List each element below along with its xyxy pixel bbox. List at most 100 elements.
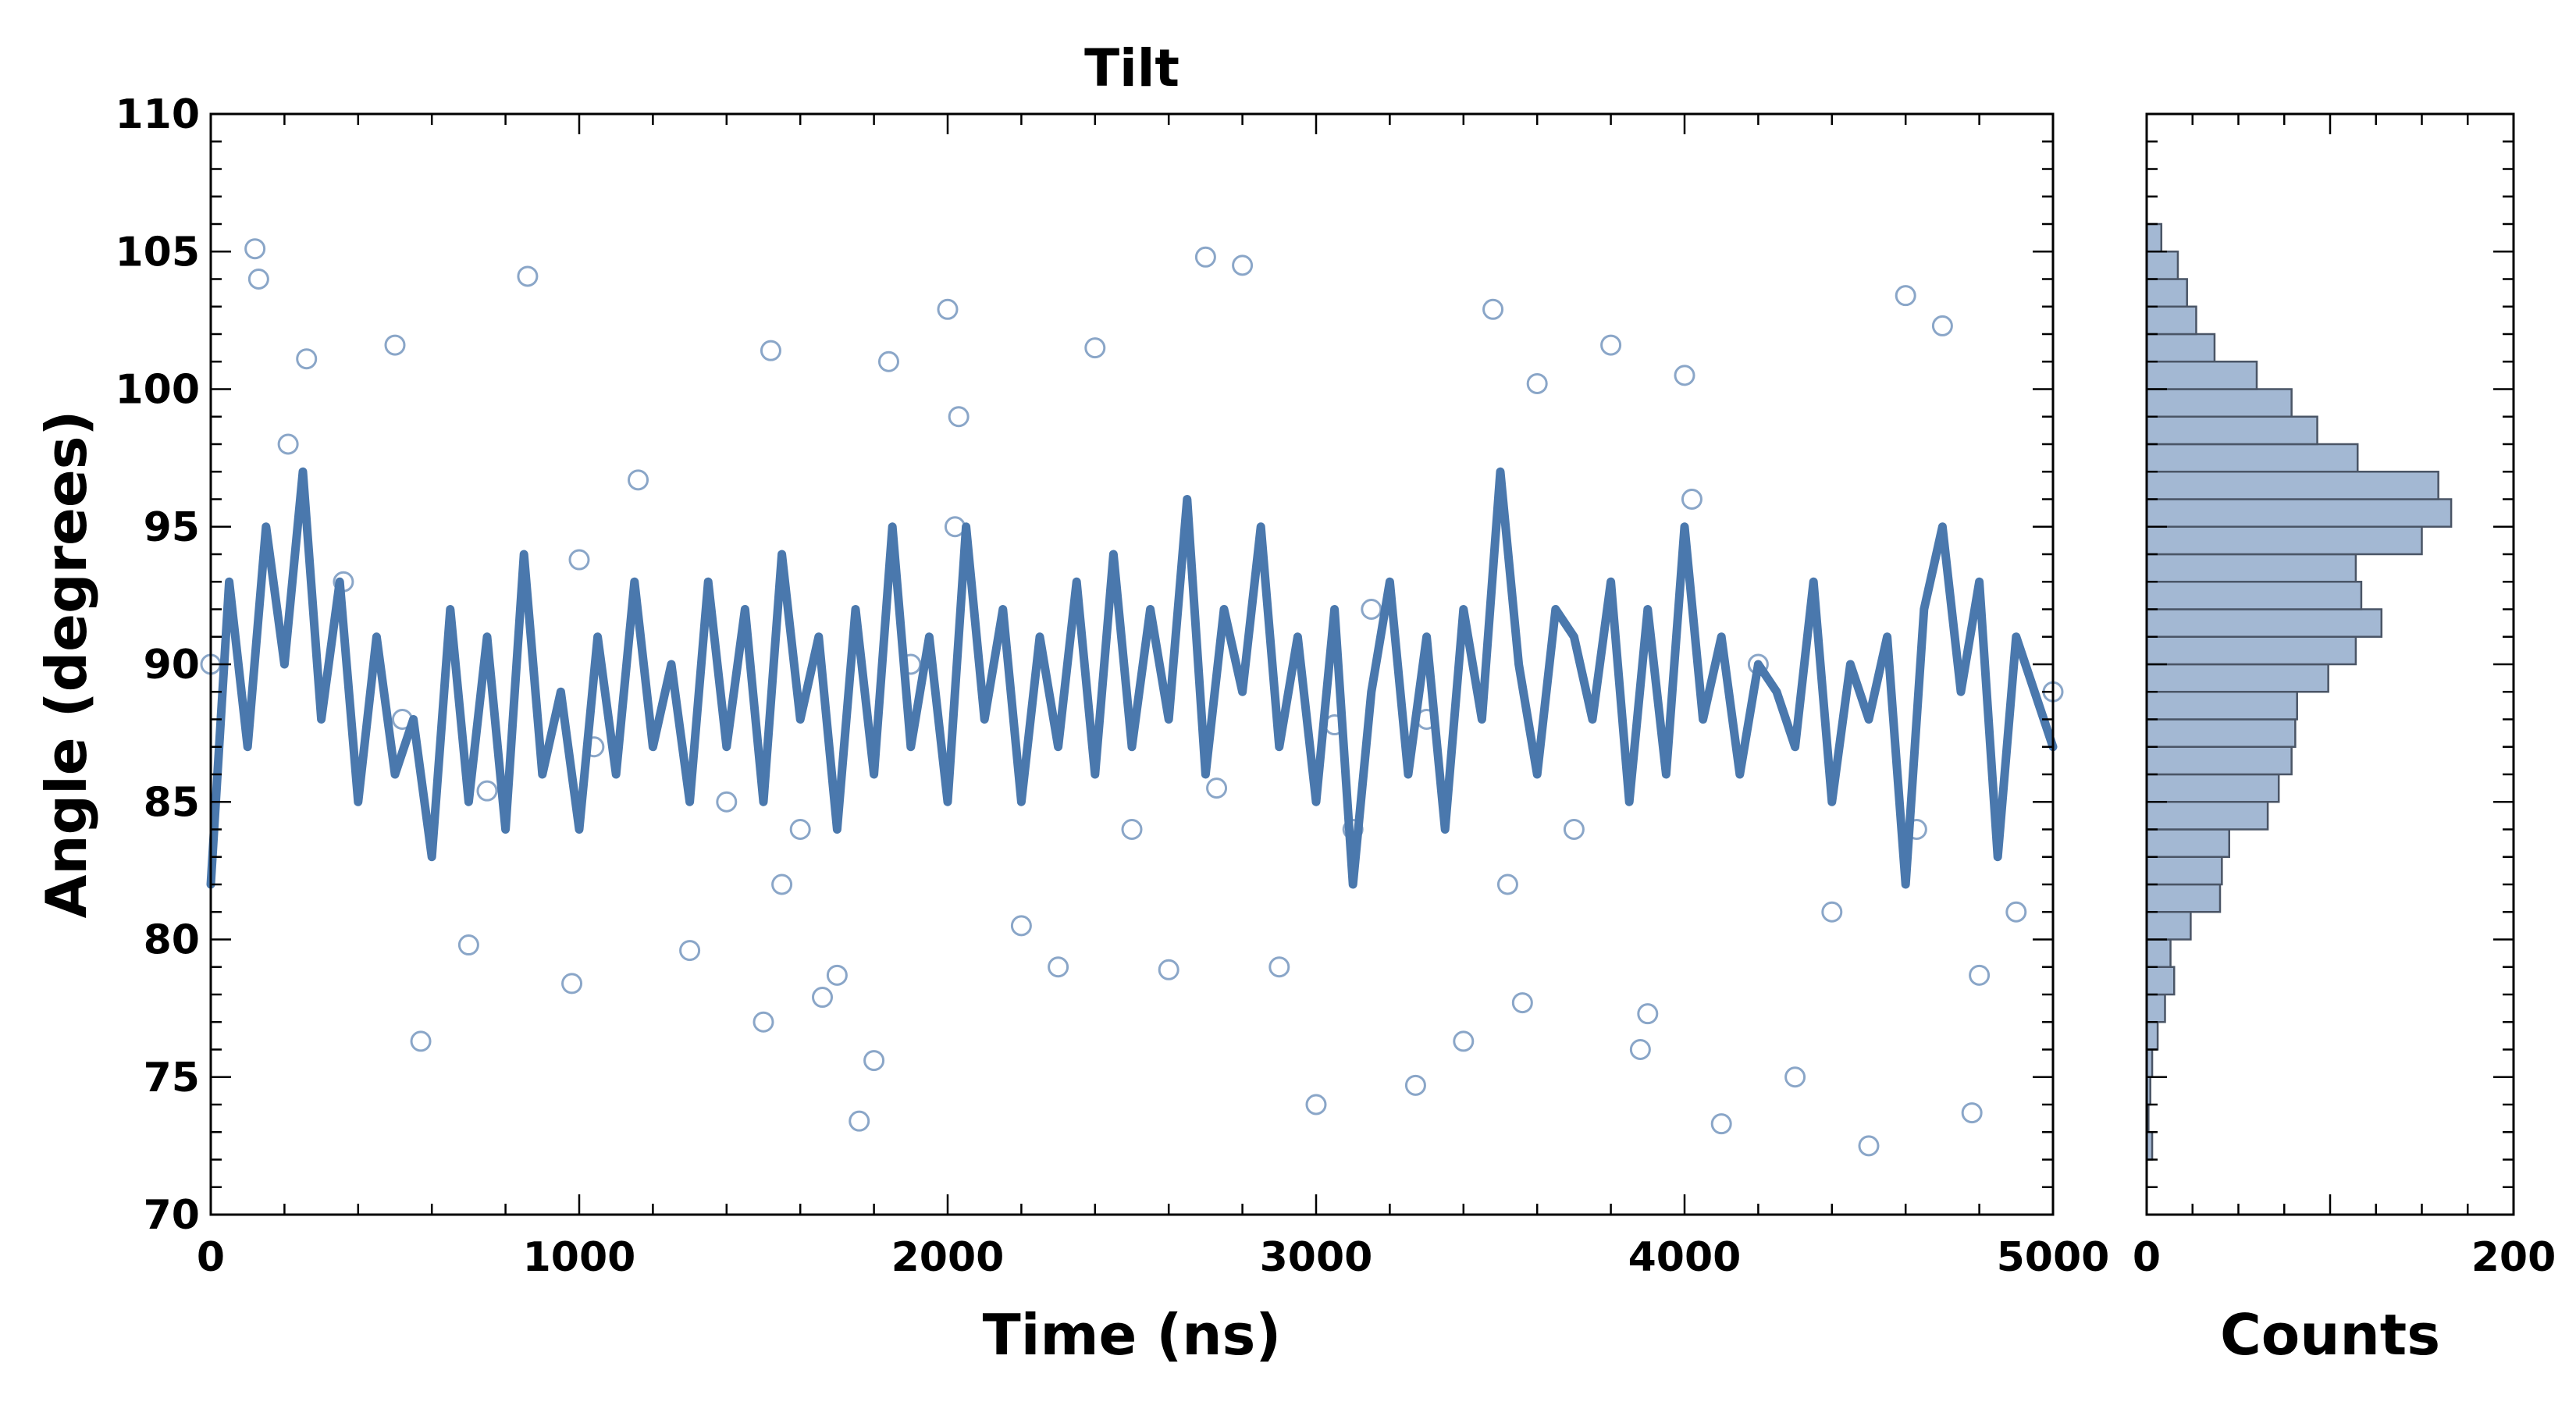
y-axis-label: Angle (degrees) <box>34 411 99 919</box>
x-tick-label: 4000 <box>1628 1234 1742 1281</box>
scatter-point <box>1496 874 1518 895</box>
histogram-x-tick-label: 0 <box>2133 1234 2161 1281</box>
scatter-point <box>716 791 738 813</box>
histogram-bar <box>2145 251 2179 280</box>
scatter-point <box>1931 315 1953 336</box>
scatter-point <box>753 1011 774 1033</box>
scatter-point <box>476 780 498 802</box>
scatter-point <box>1681 489 1703 510</box>
histogram-axis-ticks <box>2145 112 2515 1216</box>
scatter-point <box>1563 819 1585 840</box>
histogram-x-axis-label: Counts <box>2220 1302 2440 1368</box>
scatter-point <box>789 819 811 840</box>
x-tick-label: 1000 <box>523 1234 636 1281</box>
scatter-point <box>1629 1039 1651 1060</box>
histogram-bar <box>2145 856 2223 886</box>
histogram-bar <box>2145 773 2280 803</box>
scatter-point <box>1821 901 1843 923</box>
scatter-point <box>1194 246 1216 268</box>
scatter-point <box>1895 285 1916 307</box>
scatter-point <box>1268 956 1290 978</box>
scatter-point <box>849 1110 870 1132</box>
scatter-point <box>948 406 970 428</box>
scatter-point <box>410 1030 432 1052</box>
scatter-point <box>1637 1003 1659 1025</box>
scatter-point <box>1121 819 1143 840</box>
y-tick-label: 70 <box>144 1192 200 1239</box>
main-x-tick-labels: 0 1000 2000 3000 4000 5000 <box>197 1234 2109 1281</box>
histogram-bar <box>2145 828 2230 858</box>
histogram-bar <box>2145 883 2222 913</box>
histogram-bar <box>2145 938 2172 968</box>
scatter-point <box>1453 1030 1475 1052</box>
line-series <box>206 467 2058 889</box>
scatter-point <box>1232 254 1254 276</box>
scatter-point <box>1048 956 1069 978</box>
histogram-bar <box>2145 471 2439 500</box>
scatter-point <box>771 874 793 895</box>
scatter-layer <box>200 238 2064 1157</box>
histogram-bar <box>2145 801 2269 831</box>
x-tick-label: 5000 <box>1997 1234 2110 1281</box>
y-tick-label: 95 <box>144 504 200 551</box>
scatter-point <box>277 433 299 455</box>
histogram-bar <box>2145 361 2258 390</box>
scatter-point <box>561 973 583 994</box>
scatter-point <box>628 469 649 491</box>
histogram-bar <box>2145 553 2357 583</box>
scatter-point <box>1600 334 1622 356</box>
x-tick-label: 0 <box>197 1234 225 1281</box>
scatter-point <box>826 964 848 986</box>
scatter-point <box>1674 365 1695 386</box>
scatter-point <box>1404 1074 1426 1096</box>
histogram-x-tick-labels: 0 200 <box>2133 1234 2556 1281</box>
scatter-point <box>1482 298 1504 320</box>
x-axis-label: Time (ns) <box>983 1302 1282 1368</box>
scatter-point <box>1858 1135 1880 1157</box>
scatter-point <box>457 934 479 956</box>
histogram-bar <box>2145 222 2163 253</box>
histogram-bar <box>2145 718 2297 748</box>
scatter-point <box>1305 1094 1327 1115</box>
scatter-point <box>244 238 266 260</box>
histogram-bar <box>2145 525 2423 556</box>
y-tick-label: 80 <box>144 917 200 964</box>
scatter-point <box>1084 337 1106 359</box>
scatter-point <box>568 549 590 571</box>
scatter-point <box>1010 915 1032 937</box>
histogram-bar <box>2145 581 2363 610</box>
scatter-point <box>679 940 701 962</box>
scatter-point <box>863 1050 885 1072</box>
x-tick-label: 2000 <box>891 1234 1005 1281</box>
scatter-point <box>1710 1113 1732 1135</box>
scatter-point <box>247 269 269 290</box>
line-layer <box>206 467 2058 889</box>
histogram-bar <box>2145 691 2298 721</box>
histogram-bar <box>2145 993 2166 1023</box>
main-y-tick-labels: 70 75 80 85 90 95 100 105 110 <box>115 91 200 1239</box>
scatter-point <box>812 987 834 1009</box>
main-chart: Tilt 0 1000 2000 3000 4000 5000 70 75 80 85 90 95 1… <box>34 38 2109 1368</box>
y-tick-label: 105 <box>115 229 200 276</box>
main-axis-ticks <box>209 112 2055 1216</box>
scatter-point <box>2005 901 2027 923</box>
histogram-bar <box>2145 388 2293 418</box>
histogram-chart: 0 200 Counts <box>2133 112 2556 1368</box>
histogram-bar <box>2145 911 2192 941</box>
scatter-point <box>937 298 959 320</box>
y-tick-label: 110 <box>115 91 200 138</box>
histogram-bar <box>2145 498 2453 528</box>
scatter-point <box>877 350 899 372</box>
scatter-point <box>1961 1102 1983 1124</box>
histogram-bar <box>2145 1021 2159 1051</box>
histogram-bar <box>2145 966 2176 996</box>
histogram-bar <box>2145 745 2293 776</box>
histogram-bar <box>2145 443 2359 473</box>
y-tick-label: 75 <box>144 1055 200 1101</box>
histogram-bar <box>2145 608 2383 638</box>
scatter-point <box>384 334 406 356</box>
histogram-bar <box>2145 663 2329 693</box>
histogram-bar <box>2145 635 2357 666</box>
x-tick-label: 3000 <box>1260 1234 1373 1281</box>
